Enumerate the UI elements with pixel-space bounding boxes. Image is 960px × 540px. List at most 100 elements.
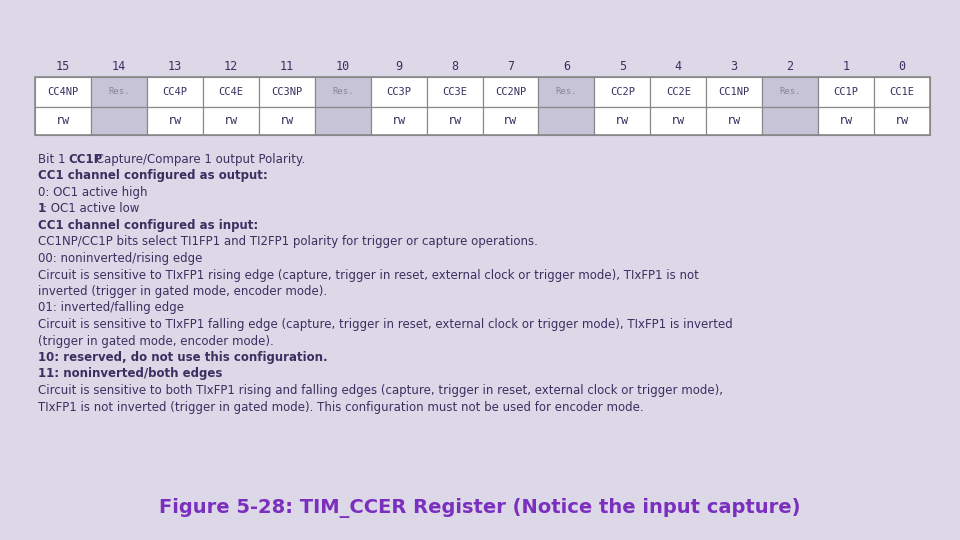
Text: rw: rw [224, 114, 238, 127]
Text: inverted (trigger in gated mode, encoder mode).: inverted (trigger in gated mode, encoder… [38, 285, 327, 298]
Bar [371, 55, 426, 77]
Bar [371, 107, 426, 135]
Bar [371, 77, 426, 107]
Text: 11: noninverted/both edges: 11: noninverted/both edges [38, 368, 223, 381]
Bar [259, 55, 315, 77]
Text: TIxFP1 is not inverted (trigger in gated mode). This configuration must not be u: TIxFP1 is not inverted (trigger in gated… [38, 401, 643, 414]
Text: rw: rw [895, 114, 909, 127]
Bar [818, 55, 874, 77]
Bar [35, 55, 91, 77]
Text: 01: inverted/falling edge: 01: inverted/falling edge [38, 301, 184, 314]
Bar [203, 77, 259, 107]
Text: rw: rw [503, 114, 517, 127]
Bar [539, 107, 594, 135]
Bar [91, 107, 147, 135]
Text: CC2NP: CC2NP [494, 87, 526, 97]
Bar [426, 77, 483, 107]
Bar [426, 107, 483, 135]
Text: Bit 1: Bit 1 [38, 153, 69, 166]
Text: 12: 12 [224, 59, 238, 72]
Bar [259, 107, 315, 135]
Bar [203, 55, 259, 77]
Text: CC1E: CC1E [890, 87, 915, 97]
Bar [35, 77, 930, 135]
Text: 6: 6 [563, 59, 570, 72]
Bar [762, 107, 818, 135]
Bar [650, 55, 707, 77]
Text: 0: 0 [899, 59, 905, 72]
Text: Circuit is sensitive to TIxFP1 rising edge (capture, trigger in reset, external : Circuit is sensitive to TIxFP1 rising ed… [38, 268, 699, 281]
Bar [315, 55, 371, 77]
Text: Res.: Res. [108, 87, 130, 97]
Text: Res.: Res. [780, 87, 801, 97]
Text: rw: rw [279, 114, 294, 127]
Text: CC3NP: CC3NP [271, 87, 302, 97]
Bar [818, 107, 874, 135]
Text: CC1NP/CC1P bits select TI1FP1 and TI2FP1 polarity for trigger or capture operati: CC1NP/CC1P bits select TI1FP1 and TI2FP1… [38, 235, 538, 248]
Bar [874, 77, 930, 107]
Bar [91, 55, 147, 77]
Text: CC3P: CC3P [386, 87, 411, 97]
Text: 8: 8 [451, 59, 458, 72]
Text: rw: rw [392, 114, 406, 127]
Text: Circuit is sensitive to TIxFP1 falling edge (capture, trigger in reset, external: Circuit is sensitive to TIxFP1 falling e… [38, 318, 732, 331]
Text: 1: 1 [38, 202, 46, 215]
Bar [147, 107, 203, 135]
Text: CC4E: CC4E [218, 87, 243, 97]
Text: CC1NP: CC1NP [719, 87, 750, 97]
Bar [147, 55, 203, 77]
Bar [259, 77, 315, 107]
Text: 5: 5 [619, 59, 626, 72]
Bar [483, 55, 539, 77]
Bar [594, 107, 650, 135]
Bar [426, 55, 483, 77]
Text: 0: OC1 active high: 0: OC1 active high [38, 186, 148, 199]
Bar [483, 107, 539, 135]
Text: CC3E: CC3E [442, 87, 467, 97]
Text: CC1 channel configured as input:: CC1 channel configured as input: [38, 219, 258, 232]
Bar [539, 55, 594, 77]
Text: : Capture/Compare 1 output Polarity.: : Capture/Compare 1 output Polarity. [88, 153, 305, 166]
Bar [818, 77, 874, 107]
Text: 14: 14 [111, 59, 126, 72]
Text: 11: 11 [279, 59, 294, 72]
Bar [762, 77, 818, 107]
Bar [594, 55, 650, 77]
Bar [707, 107, 762, 135]
Text: 1: 1 [843, 59, 850, 72]
Text: rw: rw [56, 114, 70, 127]
Text: rw: rw [671, 114, 685, 127]
Bar [315, 107, 371, 135]
Text: (trigger in gated mode, encoder mode).: (trigger in gated mode, encoder mode). [38, 334, 274, 348]
Bar [874, 107, 930, 135]
Bar [91, 77, 147, 107]
Text: : OC1 active low: : OC1 active low [43, 202, 139, 215]
Text: CC1 channel configured as output:: CC1 channel configured as output: [38, 170, 268, 183]
Bar [315, 77, 371, 107]
Bar [483, 77, 539, 107]
Text: CC4P: CC4P [162, 87, 187, 97]
Bar [707, 55, 762, 77]
Bar [539, 77, 594, 107]
Bar [35, 77, 91, 107]
Text: CC1P: CC1P [68, 153, 103, 166]
Text: CC2P: CC2P [610, 87, 635, 97]
Bar [650, 77, 707, 107]
Text: rw: rw [168, 114, 182, 127]
Bar [594, 77, 650, 107]
Text: Res.: Res. [556, 87, 577, 97]
Bar [650, 107, 707, 135]
Text: rw: rw [727, 114, 741, 127]
Bar [707, 77, 762, 107]
Text: 10: 10 [336, 59, 349, 72]
Bar [147, 77, 203, 107]
Text: 10: reserved, do not use this configuration.: 10: reserved, do not use this configurat… [38, 351, 327, 364]
Text: 9: 9 [395, 59, 402, 72]
Text: 13: 13 [168, 59, 182, 72]
Text: Circuit is sensitive to both TIxFP1 rising and falling edges (capture, trigger i: Circuit is sensitive to both TIxFP1 risi… [38, 384, 723, 397]
Bar [203, 107, 259, 135]
Text: CC4NP: CC4NP [47, 87, 79, 97]
Bar [35, 107, 91, 135]
Text: rw: rw [615, 114, 630, 127]
Text: 7: 7 [507, 59, 514, 72]
